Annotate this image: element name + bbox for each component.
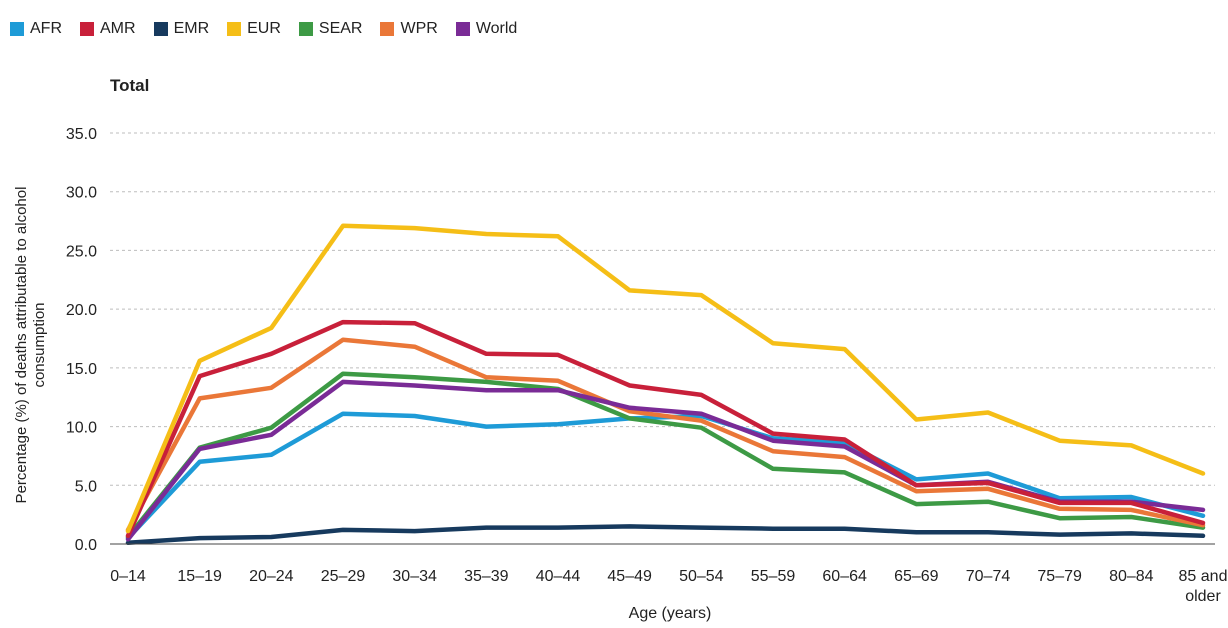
y-axis-title-container: Percentage (%) of deaths attributable to…: [6, 155, 56, 535]
series-line-wpr: [125, 337, 1206, 533]
legend-label: WPR: [400, 20, 438, 37]
series-line-amr: [125, 319, 1206, 539]
legend-label: AMR: [100, 20, 136, 37]
legend-item-emr: EMR: [153, 20, 210, 38]
chart-title: Total: [110, 76, 150, 95]
legend-swatch: [455, 22, 470, 36]
series-line-sear: [125, 371, 1206, 540]
x-tick-label: 45–49: [607, 568, 652, 585]
legend-item-afr: AFR: [10, 20, 62, 38]
legend-item-world: World: [455, 20, 518, 38]
legend-item-wpr: WPR: [380, 20, 438, 38]
x-tick-label: 70–74: [966, 568, 1011, 585]
x-tick-label: 40–44: [536, 568, 581, 585]
x-tick-label: 35–39: [464, 568, 509, 585]
y-tick-label: 5.0: [75, 478, 97, 495]
x-tick-label: 85 and older: [1179, 568, 1228, 605]
legend-swatch: [380, 22, 395, 36]
legend-item-eur: EUR: [227, 20, 281, 38]
legend-label: EMR: [173, 20, 210, 37]
legend-item-sear: SEAR: [298, 20, 363, 38]
y-tick-label: 15.0: [66, 361, 97, 378]
y-tick-label: 20.0: [66, 302, 97, 319]
series-lines: [125, 223, 1206, 546]
legend-swatch: [227, 22, 242, 36]
gridlines: [110, 132, 1215, 486]
legend-label: SEAR: [318, 20, 363, 37]
y-axis-title: Percentage (%) of deaths attributable to…: [13, 186, 48, 504]
x-tick-label: 25–29: [321, 568, 366, 585]
y-tick-label: 0.0: [75, 537, 97, 554]
legend-swatch: [298, 22, 313, 36]
x-tick-label: 30–34: [392, 568, 437, 585]
x-tick-label: 80–84: [1109, 568, 1154, 585]
x-tick-label: 55–59: [751, 568, 796, 585]
legend-label: EUR: [247, 20, 281, 37]
y-tick-label: 30.0: [66, 185, 97, 202]
x-tick-label: 20–24: [249, 568, 294, 585]
series-line-emr: [125, 524, 1206, 546]
y-tick-label: 25.0: [66, 243, 97, 260]
x-tick-label: 50–54: [679, 568, 724, 585]
x-tick-label: 75–79: [1037, 568, 1082, 585]
y-tick-label: 10.0: [66, 420, 97, 437]
legend-label: World: [475, 20, 518, 37]
legend-swatch: [80, 22, 94, 36]
legend-item-amr: AMR: [80, 20, 136, 38]
x-axis-ticks: 0–14 15–19 20–24 25–29 30–34 35–39 40–44 45–49 5…: [110, 568, 1227, 605]
x-tick-label: 15–19: [177, 568, 222, 585]
series-line-eur: [125, 223, 1206, 534]
legend-swatch: [153, 22, 168, 36]
legend-label: AFR: [30, 20, 62, 37]
y-axis-ticks: 0.0 5.0 10.0 15.0 20.0 25.0 30.0 35.0: [66, 126, 97, 554]
legend-swatch: [10, 22, 24, 36]
legend: AFR AMR EMR EUR SEAR WPR World: [10, 20, 517, 38]
x-tick-label: 65–69: [894, 568, 939, 585]
y-tick-label: 35.0: [66, 126, 97, 143]
x-tick-label: 60–64: [822, 568, 867, 585]
x-tick-label: 0–14: [110, 568, 146, 585]
x-axis-title: Age (years): [628, 605, 712, 622]
